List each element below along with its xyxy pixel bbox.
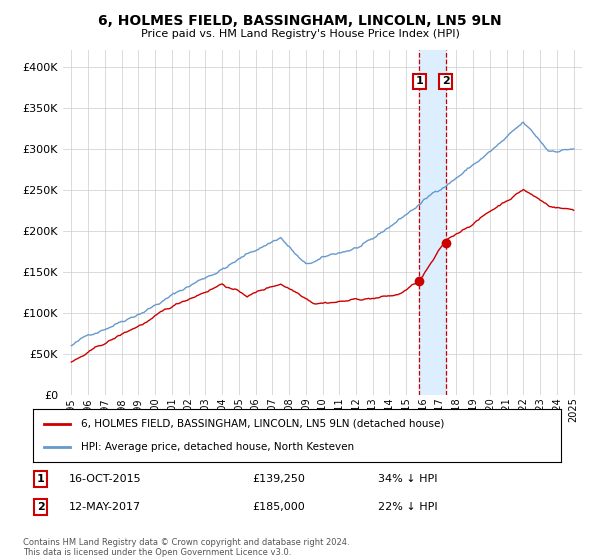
- Text: HPI: Average price, detached house, North Kesteven: HPI: Average price, detached house, Nort…: [80, 442, 353, 452]
- Text: 2: 2: [37, 502, 44, 512]
- Text: £185,000: £185,000: [252, 502, 305, 512]
- Text: 6, HOLMES FIELD, BASSINGHAM, LINCOLN, LN5 9LN (detached house): 6, HOLMES FIELD, BASSINGHAM, LINCOLN, LN…: [80, 419, 444, 429]
- Text: 6, HOLMES FIELD, BASSINGHAM, LINCOLN, LN5 9LN: 6, HOLMES FIELD, BASSINGHAM, LINCOLN, LN…: [98, 14, 502, 28]
- Text: 2: 2: [442, 76, 449, 86]
- Text: Contains HM Land Registry data © Crown copyright and database right 2024.
This d: Contains HM Land Registry data © Crown c…: [23, 538, 349, 557]
- Text: 1: 1: [416, 76, 424, 86]
- Bar: [419, 50, 446, 395]
- Text: 34% ↓ HPI: 34% ↓ HPI: [378, 474, 437, 484]
- Text: 12-MAY-2017: 12-MAY-2017: [69, 502, 141, 512]
- Text: 16-OCT-2015: 16-OCT-2015: [69, 474, 142, 484]
- Text: £139,250: £139,250: [252, 474, 305, 484]
- Text: Price paid vs. HM Land Registry's House Price Index (HPI): Price paid vs. HM Land Registry's House …: [140, 29, 460, 39]
- Text: 22% ↓ HPI: 22% ↓ HPI: [378, 502, 437, 512]
- Text: 1: 1: [37, 474, 44, 484]
